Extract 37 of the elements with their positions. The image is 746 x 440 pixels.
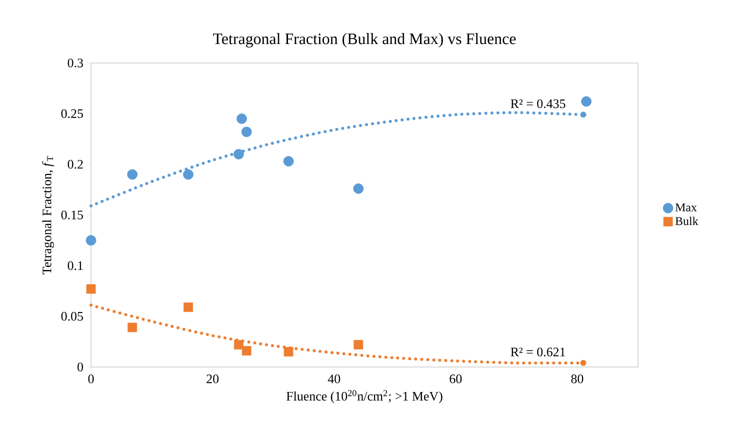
chart-title: Tetragonal Fraction (Bulk and Max) vs Fluence xyxy=(213,32,516,48)
y-tick-label: 0.2 xyxy=(68,160,83,169)
point xyxy=(283,156,294,166)
y-tick-label: 0.3 xyxy=(68,58,83,68)
y-tick-label: 0.15 xyxy=(61,210,83,220)
x-tick-label: 40 xyxy=(328,374,340,384)
y-axis-title: Tetragonal Fraction, f$_{T}$ xyxy=(42,156,54,274)
point xyxy=(234,148,244,160)
point xyxy=(581,96,592,107)
y-tick-label: 0.1 xyxy=(68,261,83,270)
annotation: R² = 0.621 xyxy=(510,348,565,356)
point xyxy=(353,183,364,194)
y-tick-label: 0.25 xyxy=(61,109,83,118)
point xyxy=(128,322,138,332)
point xyxy=(284,347,294,356)
legend-label: Bulk xyxy=(675,216,698,226)
point xyxy=(242,346,252,356)
x-tick-label: 80 xyxy=(571,374,584,384)
point xyxy=(86,235,96,246)
point xyxy=(241,126,252,138)
legend-label: Max xyxy=(675,203,697,212)
point xyxy=(580,360,586,366)
x-tick-label: 20 xyxy=(206,374,219,384)
point xyxy=(354,340,364,350)
point xyxy=(86,284,96,294)
point xyxy=(183,169,194,180)
x-tick-label: 60 xyxy=(450,374,462,384)
point xyxy=(236,114,247,124)
annotation: R² = 0.435 xyxy=(510,99,566,108)
point xyxy=(580,112,586,118)
point xyxy=(127,169,138,180)
y-tick-label: 0 xyxy=(78,362,83,372)
x-tick-label: 0 xyxy=(88,374,94,384)
point xyxy=(184,302,193,312)
point xyxy=(234,340,244,350)
y-tick-label: 0.05 xyxy=(61,312,83,321)
x-axis-title: Fluence (10$^{20}$n/cm$^{2}$; >1 MeV) xyxy=(286,390,442,404)
